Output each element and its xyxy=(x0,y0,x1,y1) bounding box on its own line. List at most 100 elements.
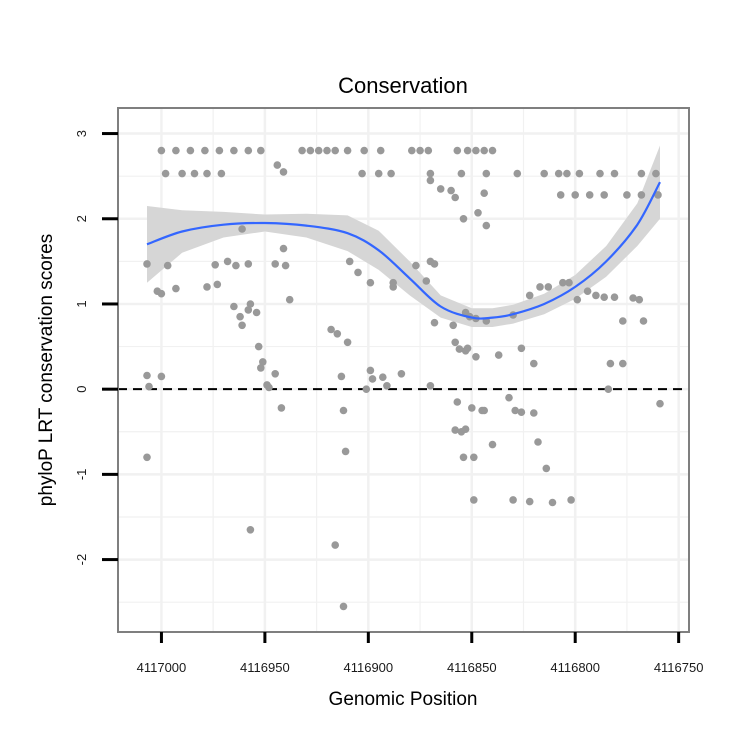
data-point xyxy=(559,278,567,287)
x-tick-label: 4116850 xyxy=(447,660,497,675)
data-point xyxy=(459,453,468,462)
smooth-curve xyxy=(146,181,661,320)
data-point xyxy=(341,447,350,456)
data-point xyxy=(511,406,519,415)
data-point xyxy=(215,146,224,155)
data-point xyxy=(232,261,240,270)
data-point xyxy=(463,344,472,353)
data-point xyxy=(259,358,267,366)
x-tick-label: 4116800 xyxy=(550,660,600,675)
data-point xyxy=(323,146,331,155)
y-tick-label: 3 xyxy=(74,130,89,137)
data-point xyxy=(567,496,575,504)
data-point xyxy=(573,295,582,304)
data-point xyxy=(544,283,553,291)
data-point xyxy=(517,408,526,417)
data-point xyxy=(629,294,637,302)
data-point xyxy=(468,404,476,412)
data-point xyxy=(453,146,462,155)
data-point xyxy=(298,146,306,155)
data-point xyxy=(472,353,480,361)
data-point xyxy=(482,169,491,178)
data-point xyxy=(343,338,352,347)
data-point xyxy=(534,438,542,446)
data-point xyxy=(244,146,253,155)
data-point xyxy=(571,191,579,199)
data-point xyxy=(201,146,209,155)
x-tick-label: 4116950 xyxy=(240,660,290,675)
data-point xyxy=(610,293,619,302)
data-point xyxy=(424,146,433,155)
data-point xyxy=(556,191,565,199)
data-point xyxy=(331,541,340,549)
data-point xyxy=(583,287,592,296)
data-point xyxy=(430,318,439,327)
data-point xyxy=(186,146,195,155)
data-point xyxy=(271,370,280,378)
data-point xyxy=(488,440,497,449)
data-point xyxy=(157,146,166,155)
data-point xyxy=(172,284,180,293)
data-point xyxy=(190,169,199,178)
y-tick-label: -2 xyxy=(74,554,89,566)
data-point xyxy=(379,373,387,382)
data-point xyxy=(306,146,315,155)
data-point xyxy=(525,497,534,506)
data-point xyxy=(530,409,538,417)
data-point xyxy=(230,146,238,155)
data-point xyxy=(366,366,375,375)
data-point xyxy=(453,398,462,406)
data-point xyxy=(494,351,503,359)
data-point xyxy=(143,260,151,268)
data-point xyxy=(652,169,660,178)
data-point xyxy=(426,176,435,185)
data-point xyxy=(362,385,371,394)
data-point xyxy=(430,260,439,268)
data-point xyxy=(368,375,377,383)
data-point xyxy=(447,186,455,195)
data-point xyxy=(449,321,458,330)
data-point xyxy=(271,260,280,268)
data-point xyxy=(285,295,294,304)
data-point xyxy=(257,146,265,155)
data-point xyxy=(637,169,646,178)
data-point xyxy=(536,283,544,291)
data-point xyxy=(412,261,420,270)
data-point xyxy=(426,382,435,390)
data-point xyxy=(548,498,557,507)
data-point xyxy=(451,338,460,347)
data-point xyxy=(223,257,232,266)
data-point xyxy=(416,146,424,155)
data-point xyxy=(623,191,631,199)
data-point xyxy=(517,344,526,353)
data-point xyxy=(639,317,648,325)
data-point xyxy=(389,283,398,291)
data-point xyxy=(461,425,470,434)
chart-title: Conservation xyxy=(338,73,468,98)
x-tick-label: 4117000 xyxy=(137,660,187,675)
x-axis-title: Genomic Position xyxy=(329,689,478,710)
data-point xyxy=(203,283,211,291)
data-point xyxy=(463,146,472,155)
smooth-line xyxy=(146,181,661,320)
data-point xyxy=(345,257,354,266)
data-point xyxy=(244,306,253,314)
data-point xyxy=(451,426,460,434)
data-point xyxy=(246,526,255,534)
data-point xyxy=(172,146,180,155)
x-tick-label: 4116900 xyxy=(344,660,394,675)
data-point xyxy=(277,404,286,412)
data-point xyxy=(213,280,222,289)
data-point xyxy=(610,169,619,178)
x-axis: 4117000 4116950 4116900 4116850 4116800 41167… xyxy=(137,632,703,675)
data-point xyxy=(455,345,464,353)
data-point xyxy=(331,146,340,155)
data-point xyxy=(279,168,288,176)
data-point xyxy=(459,215,468,223)
data-point xyxy=(354,268,362,277)
data-point xyxy=(203,169,211,178)
data-point xyxy=(656,399,664,408)
y-axis-title: phyloP LRT conservation scores xyxy=(36,234,57,507)
data-point xyxy=(619,359,627,368)
